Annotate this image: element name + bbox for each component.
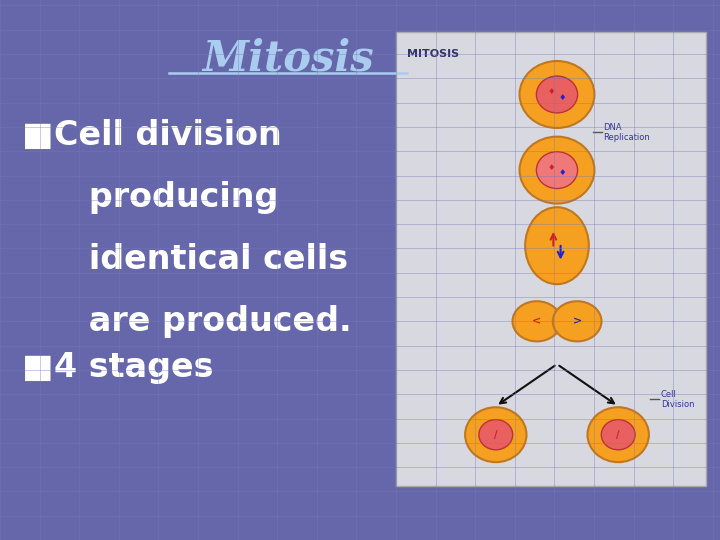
Text: <: < — [532, 316, 541, 326]
Ellipse shape — [536, 76, 577, 113]
Ellipse shape — [601, 420, 635, 450]
Ellipse shape — [536, 152, 577, 188]
Text: Cell
Division: Cell Division — [661, 390, 694, 409]
Ellipse shape — [479, 420, 513, 450]
Ellipse shape — [553, 301, 601, 341]
Ellipse shape — [588, 407, 649, 462]
Ellipse shape — [465, 407, 526, 462]
Text: >: > — [572, 316, 582, 326]
Text: are produced.: are produced. — [54, 305, 351, 338]
Ellipse shape — [520, 137, 595, 204]
Text: /: / — [616, 430, 620, 440]
Text: identical cells: identical cells — [54, 243, 348, 276]
Text: ♦: ♦ — [559, 93, 567, 102]
Text: ♦: ♦ — [547, 87, 555, 96]
Text: MITOSIS: MITOSIS — [407, 49, 459, 59]
Ellipse shape — [525, 207, 589, 284]
Ellipse shape — [520, 61, 595, 128]
Text: producing: producing — [54, 181, 279, 214]
Text: 4 stages: 4 stages — [54, 351, 214, 384]
FancyBboxPatch shape — [396, 32, 706, 486]
Text: ♦: ♦ — [559, 168, 567, 177]
Text: Cell division: Cell division — [54, 119, 282, 152]
Text: Mitosis: Mitosis — [202, 38, 374, 80]
Text: ♦: ♦ — [547, 163, 555, 172]
Text: /: / — [494, 430, 498, 440]
Text: ■: ■ — [22, 119, 53, 152]
Text: DNA
Replication: DNA Replication — [603, 123, 650, 142]
Ellipse shape — [513, 301, 561, 341]
Text: ■: ■ — [22, 351, 53, 384]
